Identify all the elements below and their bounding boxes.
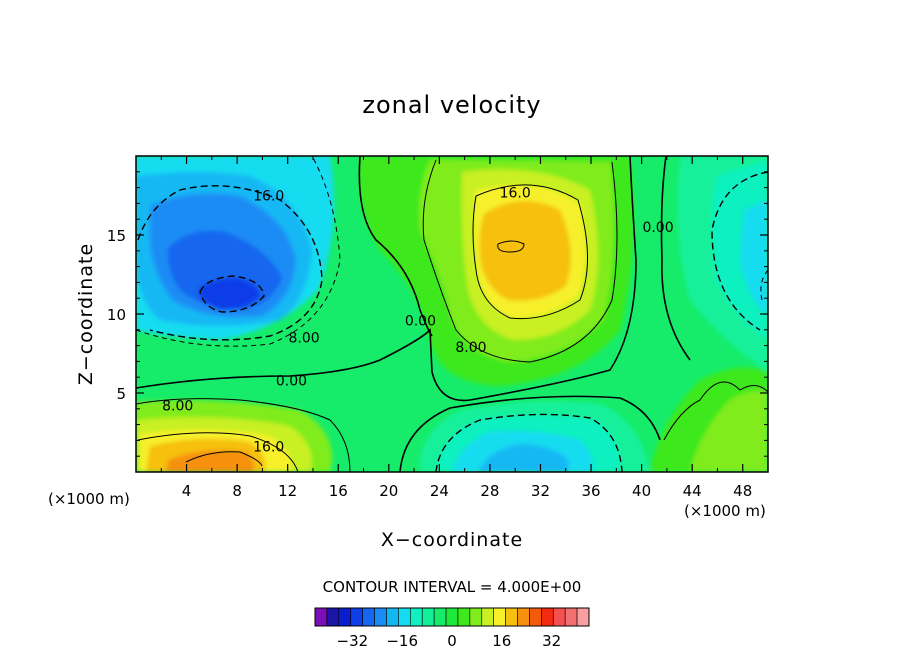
contour-line-turbulent-right bbox=[663, 381, 768, 441]
x-tick-label: 16 bbox=[329, 482, 348, 500]
contour-field: 16.0 16.0 0.00 0.00 8.00 8.00 0.00 8.00 16.0 bbox=[136, 156, 768, 472]
y-tick-label: 10 bbox=[107, 306, 126, 324]
colorbar-swatch bbox=[410, 607, 423, 627]
colorbar-swatch bbox=[564, 607, 578, 627]
region-upper-left-deepblue bbox=[198, 278, 260, 310]
contour-line-neg12-right bbox=[760, 269, 768, 301]
contour-line-16-mid bbox=[472, 184, 589, 320]
region-bottom-mid-blue bbox=[478, 444, 569, 472]
colorbar-swatch bbox=[529, 607, 542, 627]
y-tick-label: 5 bbox=[116, 385, 126, 403]
y-axis-ticks: 5 10 15 bbox=[107, 171, 768, 457]
region-lower-right-lightgreen bbox=[690, 391, 768, 472]
contour-line-neg8-right bbox=[711, 171, 768, 331]
x-axis-ticks: 4 8 12 16 20 24 28 32 36 40 44 48 bbox=[160, 156, 752, 500]
contour-line-zero-bottom-mid bbox=[399, 395, 661, 472]
contour-label: 0.00 bbox=[642, 220, 673, 236]
colorbar-swatch bbox=[481, 607, 494, 627]
contour-line-16-lower-left bbox=[137, 432, 299, 472]
contour-label: 0.00 bbox=[405, 313, 436, 329]
x-unit-label-left: (×1000 m) bbox=[48, 490, 130, 508]
colorbar-tick-label: −32 bbox=[337, 632, 369, 650]
colorbar-frame bbox=[314, 607, 590, 627]
x-tick-label: 32 bbox=[531, 482, 550, 500]
colorbar-tick-label: −16 bbox=[386, 632, 418, 650]
contour-label: 16.0 bbox=[253, 440, 284, 456]
contour-line-zero-mid bbox=[358, 156, 433, 337]
region-mid-orange bbox=[479, 200, 571, 301]
colorbar-tick-label: 32 bbox=[542, 632, 561, 650]
contour-line-8-lower-left bbox=[136, 398, 351, 472]
colorbar-swatch bbox=[469, 607, 483, 627]
colorbar-swatch bbox=[338, 607, 352, 627]
colorbar bbox=[314, 607, 590, 627]
contour-label: 16.0 bbox=[500, 185, 531, 201]
y-axis-label: Z−coordinate bbox=[75, 243, 97, 385]
contour-line-8-mid bbox=[422, 159, 618, 363]
contour-label: 8.00 bbox=[162, 399, 193, 415]
colorbar-swatch bbox=[457, 607, 471, 627]
contour-line-neg24 bbox=[199, 275, 265, 313]
colorbar-tick-label: 0 bbox=[447, 632, 457, 650]
contour-line-zero-upper-left bbox=[136, 156, 637, 402]
colorbar-swatch bbox=[433, 607, 447, 627]
colorbar-swatch bbox=[398, 607, 411, 627]
contour-line-24-lower-left bbox=[185, 451, 263, 467]
colorbar-swatch bbox=[421, 607, 435, 627]
x-tick-label: 28 bbox=[480, 482, 499, 500]
colorbar-swatch bbox=[374, 607, 387, 627]
x-tick-label: 12 bbox=[278, 482, 297, 500]
x-tick-label: 48 bbox=[733, 482, 752, 500]
colorbar-swatch bbox=[493, 607, 506, 627]
contour-line-zero-right bbox=[660, 156, 691, 361]
contour-line-neg8-upper-left bbox=[136, 156, 341, 347]
colorbar-swatch bbox=[314, 607, 328, 627]
x-unit-label-right: (×1000 m) bbox=[684, 502, 766, 520]
colorbar-swatch bbox=[552, 607, 566, 627]
colorbar-swatch bbox=[362, 607, 375, 627]
contour-line-neg8-bottom-mid bbox=[435, 413, 623, 472]
contour-labels: 16.0 16.0 0.00 0.00 8.00 8.00 0.00 8.00 16.0 bbox=[162, 185, 673, 455]
colorbar-swatch bbox=[445, 607, 459, 627]
x-tick-label: 40 bbox=[632, 482, 651, 500]
x-tick-label: 44 bbox=[683, 482, 702, 500]
colorbar-swatch bbox=[350, 607, 363, 627]
contour-label: 16.0 bbox=[253, 189, 284, 205]
contour-interval-text: CONTOUR INTERVAL = 4.000E+00 bbox=[323, 578, 582, 596]
x-axis-label: X−coordinate bbox=[381, 529, 523, 551]
region-bottom-left-darkorange bbox=[166, 450, 254, 472]
x-tick-label: 4 bbox=[182, 482, 192, 500]
colorbar-swatch bbox=[517, 607, 530, 627]
x-tick-label: 36 bbox=[581, 482, 600, 500]
x-tick-label: 20 bbox=[379, 482, 398, 500]
contour-line-neg16-upper-left bbox=[137, 185, 323, 341]
chart-title: zonal velocity bbox=[362, 91, 541, 119]
contour-line-20-mid bbox=[497, 240, 525, 253]
contour-label: 0.00 bbox=[276, 373, 307, 389]
x-tick-label: 24 bbox=[430, 482, 449, 500]
x-tick-label: 8 bbox=[232, 482, 242, 500]
colorbar-swatch bbox=[505, 607, 518, 627]
colorbar-tick-label: 16 bbox=[492, 632, 511, 650]
colorbar-swatch bbox=[386, 607, 399, 627]
contour-lines bbox=[136, 156, 768, 472]
colorbar-swatch bbox=[541, 607, 554, 627]
colorbar-swatch bbox=[326, 607, 340, 627]
contour-label: 8.00 bbox=[289, 331, 320, 347]
colorbar-ticks: −32 −16 0 16 32 bbox=[337, 632, 562, 650]
colorbar-swatch bbox=[576, 607, 590, 627]
y-tick-label: 15 bbox=[107, 227, 126, 245]
contour-label: 8.00 bbox=[455, 340, 486, 356]
